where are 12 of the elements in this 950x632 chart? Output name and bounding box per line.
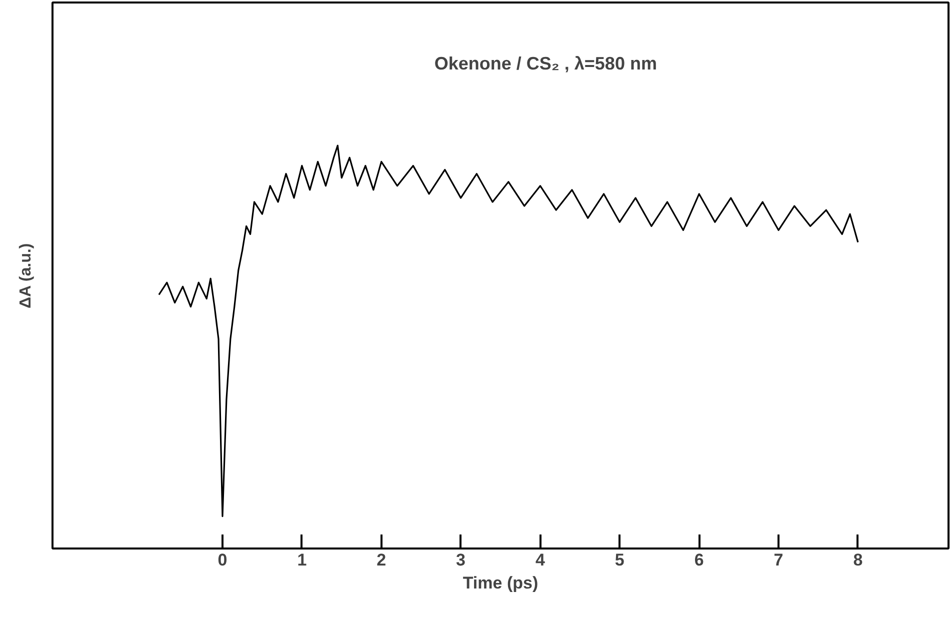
chart-title: Okenone / CS₂ , λ=580 nm xyxy=(434,53,657,74)
x-tick-label: 2 xyxy=(376,550,386,570)
x-tick-label: 4 xyxy=(535,550,546,570)
x-tick-label: 1 xyxy=(297,550,307,570)
x-tick-label: 3 xyxy=(456,550,466,570)
x-tick-label: 6 xyxy=(694,550,704,570)
x-tick-label: 0 xyxy=(218,550,228,570)
x-tick-label: 5 xyxy=(614,550,624,570)
x-tick-label: 7 xyxy=(774,550,784,570)
x-axis-title: Time (ps) xyxy=(462,574,538,592)
x-tick-label: 8 xyxy=(853,550,863,570)
y-axis-title: ΔA (a.u.) xyxy=(18,243,34,308)
